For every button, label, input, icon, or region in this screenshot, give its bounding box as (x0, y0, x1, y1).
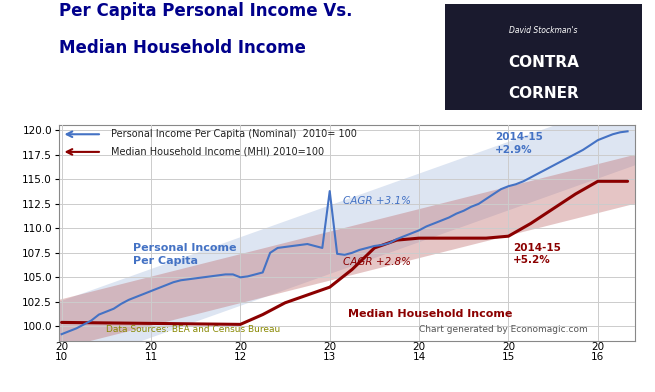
Text: CAGR +2.8%: CAGR +2.8% (343, 257, 411, 267)
Text: Median Household Income: Median Household Income (59, 39, 306, 57)
Text: David Stockman's: David Stockman's (510, 26, 578, 35)
Text: CAGR +3.1%: CAGR +3.1% (343, 196, 411, 206)
Text: Median Household Income (MHI) 2010=100: Median Household Income (MHI) 2010=100 (111, 147, 324, 157)
Text: Chart generated by Economagic.com: Chart generated by Economagic.com (419, 325, 588, 334)
Text: CONTRA: CONTRA (508, 54, 579, 70)
Text: CORNER: CORNER (508, 86, 579, 102)
Text: Median Household Income: Median Household Income (348, 309, 512, 319)
Text: Data Sources: BEA and Census Bureau: Data Sources: BEA and Census Bureau (106, 325, 280, 334)
Text: 2014-15
+2.9%: 2014-15 +2.9% (495, 132, 543, 155)
Polygon shape (59, 153, 643, 349)
Text: Per Capita Personal Income Vs.: Per Capita Personal Income Vs. (59, 2, 352, 20)
Polygon shape (59, 94, 643, 370)
Text: Personal Income
Per Capita: Personal Income Per Capita (133, 243, 236, 266)
Text: Personal Income Per Capita (Nominal)  2010= 100: Personal Income Per Capita (Nominal) 201… (111, 129, 357, 139)
Text: 2014-15
+5.2%: 2014-15 +5.2% (513, 243, 561, 265)
